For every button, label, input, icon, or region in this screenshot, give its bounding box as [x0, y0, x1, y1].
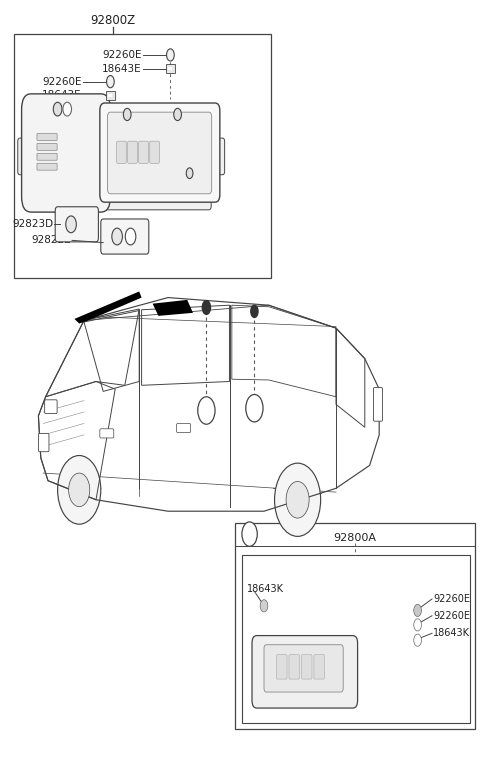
FancyBboxPatch shape [168, 67, 172, 70]
Circle shape [107, 76, 114, 88]
FancyBboxPatch shape [106, 91, 115, 100]
Circle shape [123, 108, 131, 121]
FancyBboxPatch shape [209, 138, 225, 175]
Text: 18643E: 18643E [42, 90, 82, 101]
Polygon shape [153, 300, 193, 316]
Text: 18643E: 18643E [102, 63, 142, 74]
Circle shape [58, 456, 101, 524]
Bar [14, 34, 271, 278]
Text: 92260E: 92260E [42, 76, 82, 87]
Circle shape [69, 473, 90, 507]
Text: 92823D: 92823D [12, 219, 54, 230]
Circle shape [66, 216, 76, 233]
Circle shape [275, 463, 321, 536]
Text: 18643K: 18643K [433, 628, 470, 639]
Polygon shape [74, 291, 142, 324]
Text: 92260E: 92260E [433, 594, 470, 604]
Circle shape [260, 600, 268, 612]
FancyBboxPatch shape [373, 388, 383, 421]
Text: 92260E: 92260E [102, 50, 142, 60]
Circle shape [186, 168, 193, 179]
FancyBboxPatch shape [264, 645, 343, 692]
Circle shape [328, 668, 335, 679]
FancyBboxPatch shape [150, 141, 159, 163]
FancyBboxPatch shape [101, 219, 149, 254]
FancyBboxPatch shape [139, 141, 148, 163]
FancyBboxPatch shape [108, 94, 112, 97]
FancyBboxPatch shape [37, 153, 57, 160]
FancyBboxPatch shape [314, 655, 324, 679]
FancyBboxPatch shape [108, 112, 212, 194]
FancyBboxPatch shape [177, 423, 191, 433]
Circle shape [414, 634, 421, 646]
FancyBboxPatch shape [18, 138, 34, 175]
Circle shape [53, 102, 62, 116]
Text: 92822E: 92822E [31, 235, 71, 246]
FancyBboxPatch shape [301, 655, 312, 679]
Circle shape [112, 228, 122, 245]
Circle shape [286, 481, 309, 518]
FancyBboxPatch shape [100, 429, 114, 438]
FancyBboxPatch shape [22, 94, 110, 212]
Circle shape [414, 604, 421, 617]
Bar [242, 555, 470, 723]
FancyBboxPatch shape [37, 143, 57, 150]
FancyBboxPatch shape [252, 636, 358, 708]
Circle shape [269, 646, 276, 657]
Circle shape [202, 300, 211, 315]
FancyBboxPatch shape [276, 655, 287, 679]
FancyBboxPatch shape [37, 163, 57, 170]
FancyBboxPatch shape [45, 400, 57, 414]
Circle shape [246, 394, 263, 422]
Text: a: a [203, 405, 210, 416]
Circle shape [328, 646, 335, 657]
Text: a: a [251, 403, 258, 414]
FancyBboxPatch shape [117, 141, 126, 163]
FancyBboxPatch shape [166, 64, 175, 73]
FancyBboxPatch shape [289, 655, 300, 679]
FancyBboxPatch shape [55, 207, 98, 242]
FancyBboxPatch shape [128, 141, 137, 163]
Circle shape [174, 108, 181, 121]
Circle shape [414, 619, 421, 631]
Text: 92260E: 92260E [433, 610, 470, 621]
Text: a: a [246, 529, 253, 539]
FancyBboxPatch shape [100, 103, 220, 202]
Text: 92800A: 92800A [334, 533, 377, 543]
Circle shape [242, 522, 257, 546]
FancyBboxPatch shape [37, 134, 57, 140]
FancyBboxPatch shape [38, 433, 49, 452]
FancyBboxPatch shape [38, 185, 211, 210]
Circle shape [269, 668, 276, 679]
Text: 92800Z: 92800Z [90, 14, 135, 27]
Circle shape [63, 102, 72, 116]
Circle shape [198, 397, 215, 424]
Circle shape [167, 49, 174, 61]
Circle shape [125, 228, 136, 245]
Bar [235, 523, 475, 729]
Text: 18643K: 18643K [247, 584, 284, 594]
Circle shape [250, 304, 259, 318]
